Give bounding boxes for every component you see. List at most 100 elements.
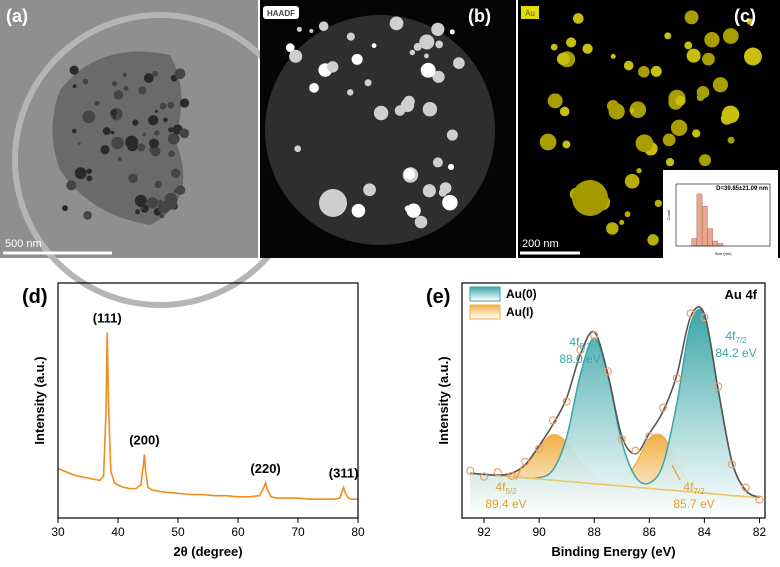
data-point	[507, 471, 516, 480]
particle	[152, 70, 159, 77]
particle	[111, 136, 124, 150]
x-axis-label: 2θ (degree)	[173, 544, 242, 559]
particle	[164, 192, 178, 206]
particle	[77, 141, 81, 145]
histogram-bar	[691, 238, 698, 247]
data-point	[727, 460, 737, 469]
particle	[721, 105, 740, 124]
particle	[146, 196, 159, 209]
histogram-bar	[707, 228, 713, 247]
particle	[319, 189, 347, 217]
particle	[699, 154, 712, 167]
x-tick-label: 88	[588, 525, 602, 539]
particle	[692, 129, 701, 138]
particle	[704, 31, 720, 48]
badge: HAADF	[267, 9, 295, 18]
particle	[665, 158, 675, 167]
particle	[654, 199, 662, 208]
particles	[62, 10, 762, 246]
particle	[406, 203, 421, 218]
particle	[135, 209, 141, 215]
legend-swatch	[469, 286, 501, 302]
panel-label: (b)	[468, 6, 491, 26]
particle	[619, 219, 625, 225]
particle	[624, 211, 631, 218]
particle	[142, 132, 147, 137]
x-tick-label: 92	[477, 525, 491, 539]
x-tick-label: 40	[111, 525, 125, 539]
plot-frame	[461, 282, 766, 519]
particle	[351, 53, 363, 65]
particle	[650, 65, 662, 77]
data-point	[466, 466, 475, 475]
particle	[143, 73, 154, 84]
particle	[69, 65, 79, 75]
x-tick-label: 60	[231, 525, 245, 539]
line	[470, 472, 760, 499]
particle	[420, 62, 436, 78]
particle	[113, 90, 124, 100]
data-point	[672, 374, 681, 383]
particle	[684, 41, 693, 50]
particle	[624, 173, 640, 189]
particle	[132, 119, 139, 126]
particle	[285, 43, 295, 53]
x-tick-label: 50	[171, 525, 185, 539]
support-haze	[265, 15, 495, 245]
particle	[138, 86, 147, 95]
particle	[608, 103, 625, 120]
particle	[82, 78, 89, 85]
particle	[623, 60, 634, 71]
particle	[134, 194, 147, 207]
particle	[363, 183, 376, 197]
panel-label: (a)	[6, 6, 28, 26]
particle	[449, 29, 455, 35]
particle	[647, 234, 659, 246]
particle	[424, 53, 429, 59]
particle	[123, 85, 129, 91]
particle	[638, 66, 650, 78]
x-tick-label: 82	[753, 525, 767, 539]
particle	[722, 28, 739, 44]
particle	[157, 201, 170, 214]
particle	[159, 213, 165, 219]
particle	[74, 167, 87, 180]
panel-label: (c)	[734, 6, 756, 26]
chart-title: Au 4f	[725, 287, 758, 302]
histogram-bar	[696, 193, 703, 247]
particle	[66, 180, 77, 191]
particle	[442, 194, 458, 211]
particle	[435, 40, 444, 49]
data-point	[700, 313, 709, 322]
particle	[167, 101, 175, 109]
particle	[289, 49, 303, 63]
particle	[582, 43, 593, 54]
x-tick-label: 80	[351, 525, 365, 539]
particle	[453, 57, 465, 70]
particle	[572, 180, 608, 216]
particle	[102, 127, 111, 136]
particle	[148, 115, 159, 126]
particle	[171, 168, 181, 178]
particle	[163, 117, 168, 123]
particle	[629, 101, 647, 118]
peak-label: (200)	[129, 433, 159, 448]
particle	[702, 52, 715, 66]
data-point	[658, 403, 668, 412]
particle	[179, 98, 190, 108]
peak-energy: 88.0 eV	[559, 352, 600, 366]
particle	[422, 184, 436, 198]
particle	[122, 72, 127, 77]
peak-label: (220)	[250, 461, 280, 476]
orbital: 4f	[683, 480, 694, 494]
orbital: 4f	[725, 329, 736, 343]
particle	[159, 102, 167, 110]
badge-bg	[263, 6, 299, 19]
arrow	[515, 465, 523, 481]
particle	[139, 206, 144, 210]
particle	[550, 43, 558, 51]
particle	[446, 129, 458, 141]
orbital-subscript: 7/2	[693, 487, 705, 496]
orbital-subscript: 5/2	[505, 487, 517, 496]
